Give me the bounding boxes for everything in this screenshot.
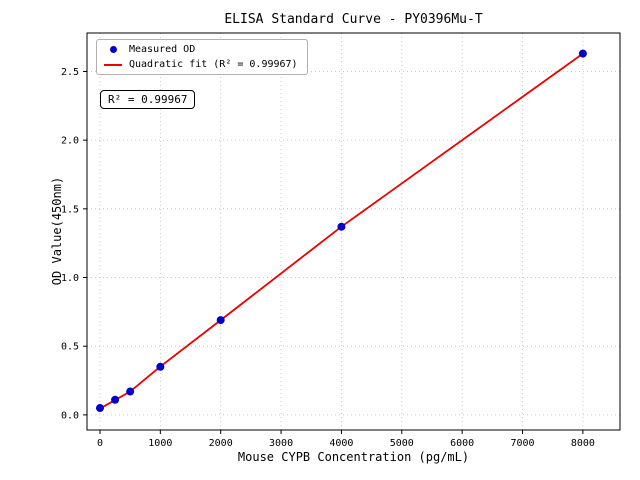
svg-text:1.5: 1.5 <box>61 204 79 215</box>
svg-text:2.0: 2.0 <box>61 136 79 147</box>
svg-text:5000: 5000 <box>390 438 414 449</box>
r-squared-annotation: R² = 0.99967 <box>100 90 196 109</box>
svg-text:2000: 2000 <box>209 438 233 449</box>
svg-text:7000: 7000 <box>510 438 534 449</box>
svg-text:8000: 8000 <box>571 438 595 449</box>
red-line-swatch-icon <box>103 63 123 66</box>
svg-text:0.5: 0.5 <box>61 342 79 353</box>
chart-title: ELISA Standard Curve - PY0396Mu-T <box>224 12 483 27</box>
legend: Measured OD Quadratic fit (R² = 0.99967) <box>96 39 308 75</box>
blue-dot-marker-icon <box>103 46 123 53</box>
legend-item-quadratic-fit: Quadratic fit (R² = 0.99967) <box>103 59 298 70</box>
svg-text:1.0: 1.0 <box>61 273 79 284</box>
svg-text:6000: 6000 <box>450 438 474 449</box>
x-axis-label: Mouse CYPB Concentration (pg/mL) <box>237 450 470 464</box>
svg-text:2.5: 2.5 <box>61 67 79 78</box>
legend-label-measured-od: Measured OD <box>129 44 196 55</box>
legend-label-quadratic-fit: Quadratic fit (R² = 0.99967) <box>129 59 298 70</box>
svg-text:1000: 1000 <box>148 438 172 449</box>
svg-text:4000: 4000 <box>329 438 353 449</box>
svg-text:0.0: 0.0 <box>61 410 79 421</box>
y-axis-label: OD Value(450nm) <box>50 176 64 286</box>
legend-item-measured-od: Measured OD <box>103 44 298 55</box>
svg-text:0: 0 <box>97 438 103 449</box>
svg-text:3000: 3000 <box>269 438 293 449</box>
